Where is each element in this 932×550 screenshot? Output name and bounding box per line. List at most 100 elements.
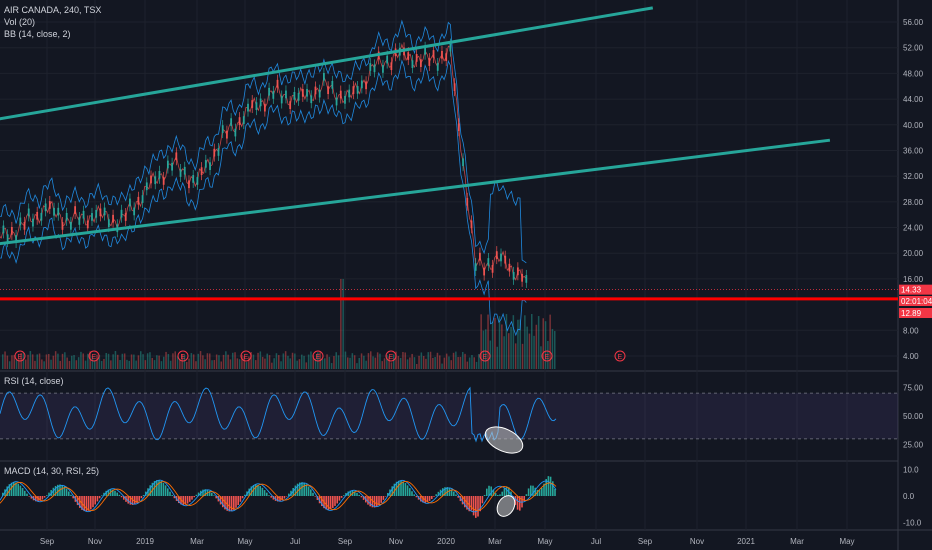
- macd-histogram-bar: [376, 496, 378, 507]
- macd-histogram-bar: [94, 496, 96, 505]
- volume-bar: [268, 355, 271, 369]
- macd-histogram-bar: [233, 496, 235, 510]
- candle-body: [171, 162, 173, 171]
- macd-histogram-bar: [316, 496, 319, 500]
- volume-bar: [420, 352, 423, 369]
- candle-body: [44, 203, 47, 212]
- macd-histogram-bar: [391, 486, 393, 496]
- macd-histogram-bar: [178, 496, 180, 504]
- volume-bar: [432, 357, 434, 369]
- volume-bar: [29, 351, 32, 369]
- volume-bar: [64, 352, 66, 369]
- macd-histogram-bar: [413, 494, 415, 496]
- macd-histogram-bar: [151, 482, 154, 496]
- candle-body: [289, 101, 292, 109]
- macd-highlight-ellipse[interactable]: [494, 492, 519, 519]
- macd-histogram-bar: [402, 481, 404, 496]
- macd-histogram-bar: [382, 496, 385, 500]
- price-label: 12.89: [901, 309, 922, 318]
- earnings-marker[interactable]: [541, 350, 553, 362]
- macd-histogram-bar: [285, 496, 288, 497]
- candle-body: [474, 263, 477, 271]
- candle-body: [162, 177, 165, 185]
- macd-histogram-bar: [92, 496, 94, 508]
- volume-bar: [434, 356, 436, 369]
- volume-bar: [367, 353, 370, 369]
- candle-body: [166, 160, 169, 169]
- volume-bar: [130, 354, 133, 369]
- earnings-marker[interactable]: [614, 350, 626, 362]
- rsi-highlight-ellipse[interactable]: [481, 422, 527, 459]
- volume-bar: [342, 279, 344, 369]
- candle-body: [6, 234, 9, 243]
- earnings-marker[interactable]: [88, 350, 100, 362]
- volume-bar: [521, 343, 524, 369]
- macd-histogram-bar: [24, 490, 26, 496]
- macd-tick-label: 10.0: [903, 465, 919, 474]
- volume-bar: [457, 357, 459, 369]
- volume-bar: [96, 354, 98, 369]
- volume-bar: [459, 356, 462, 369]
- volume-bar: [11, 355, 13, 369]
- volume-bar: [468, 357, 471, 369]
- macd-histogram-bar: [367, 496, 369, 505]
- time-tick-label: May: [839, 537, 854, 546]
- macd-histogram-bar: [523, 496, 525, 502]
- price-label: 14.33: [901, 286, 922, 295]
- candle-body: [508, 263, 511, 272]
- volume-bar: [337, 355, 340, 369]
- volume-bar: [542, 318, 544, 369]
- trendline-2[interactable]: [0, 138, 831, 246]
- volume-bar: [485, 329, 487, 369]
- macd-histogram-bar: [411, 491, 413, 496]
- macd-histogram-bar: [387, 492, 389, 496]
- macd-histogram-bar: [90, 496, 92, 510]
- volume-bar: [399, 357, 402, 369]
- macd-histogram-bar: [272, 496, 275, 500]
- macd-histogram-bar: [237, 496, 239, 506]
- volume-bar: [57, 353, 59, 369]
- price-pane[interactable]: [0, 19, 528, 337]
- earnings-marker[interactable]: [177, 350, 189, 362]
- macd-histogram-bar: [149, 485, 151, 496]
- macd-histogram-bar: [61, 485, 63, 496]
- volume-bar: [190, 353, 193, 369]
- macd-histogram-bar: [477, 496, 479, 517]
- volume-bar: [471, 354, 473, 369]
- volume-bar: [176, 356, 179, 369]
- macd-histogram-bar: [182, 496, 184, 505]
- macd-histogram-bar: [490, 486, 492, 496]
- volume-bar: [31, 354, 34, 369]
- volume-bar: [222, 354, 225, 369]
- candle-body: [360, 80, 363, 89]
- time-tick-label: Mar: [190, 537, 204, 546]
- volume-bar: [330, 363, 333, 369]
- macd-histogram-bar: [329, 496, 332, 510]
- trendline-1[interactable]: [0, 6, 654, 121]
- macd-histogram-bar: [193, 496, 195, 498]
- price-label-bg: [899, 284, 932, 295]
- volume-bar: [537, 316, 540, 369]
- rsi-pane[interactable]: [0, 386, 898, 443]
- macd-pane[interactable]: [0, 476, 557, 518]
- earnings-marker[interactable]: [479, 350, 491, 362]
- signal-line: [0, 480, 557, 512]
- candle-body: [301, 89, 304, 97]
- macd-histogram-bar: [497, 494, 499, 496]
- candle-body: [323, 73, 325, 81]
- earnings-marker[interactable]: [240, 350, 252, 362]
- earnings-marker[interactable]: [14, 350, 26, 362]
- candle-body: [516, 267, 519, 276]
- candle-body: [293, 91, 296, 100]
- rsi-tick-label: 25.00: [903, 441, 924, 450]
- volume-bar: [287, 355, 289, 369]
- macd-histogram-bar: [424, 496, 426, 503]
- earnings-marker[interactable]: [385, 350, 397, 362]
- macd-histogram-bar: [211, 492, 213, 496]
- earnings-marker[interactable]: [312, 350, 324, 362]
- candle-body: [10, 227, 13, 235]
- macd-histogram-bar: [268, 495, 270, 496]
- macd-histogram-bar: [156, 480, 158, 496]
